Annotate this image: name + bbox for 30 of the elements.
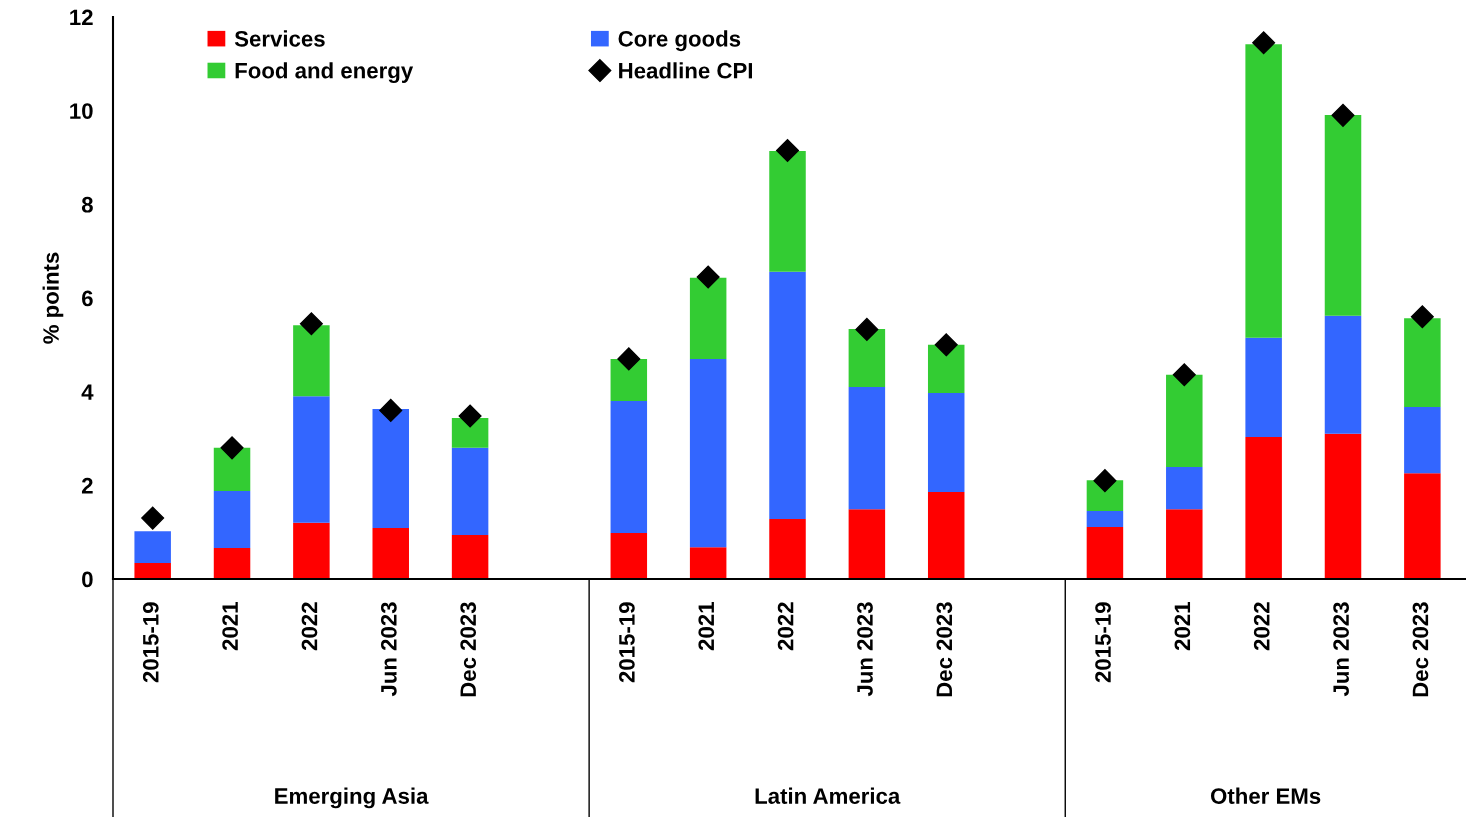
text: Other EMs — [1210, 787, 1321, 804]
y-tick-label: 6 — [82, 290, 93, 307]
x-tick-label: Dec 2023 — [460, 602, 477, 697]
y-tick-label: 0 — [82, 571, 93, 588]
x-tick-label: Dec 2023 — [936, 602, 953, 697]
legend-label: Headline CPI — [619, 62, 752, 79]
x-tick-label: 2015-19 — [142, 602, 159, 683]
x-tick-label: 2021 — [1174, 602, 1191, 651]
x-tick-label: 2022 — [1253, 602, 1270, 651]
y-tick-label: 12 — [70, 9, 93, 26]
text: Emerging Asia — [275, 787, 429, 809]
legend-label: Services — [234, 30, 325, 47]
legend-label: Food and energy — [235, 62, 414, 83]
y-tick-label: 8 — [81, 196, 93, 213]
text: Latin America — [755, 787, 901, 804]
x-tick-label: 2021 — [698, 602, 715, 651]
x-tick-label: 2022 — [301, 602, 318, 651]
x-tick-label: Jun 2023 — [857, 602, 873, 697]
x-tick-label: 2021 — [222, 602, 238, 651]
x-tick-label: 2022 — [777, 602, 794, 651]
x-tick-label: Jun 2023 — [1333, 602, 1349, 697]
y-tick-label: 2 — [81, 477, 93, 494]
y-axis-title: % points — [42, 252, 64, 344]
x-tick-label: 2015-19 — [619, 602, 635, 683]
x-tick-label: Dec 2023 — [1412, 602, 1429, 697]
x-tick-label: 2015-19 — [1095, 602, 1111, 683]
y-tick-label: 4 — [81, 384, 94, 400]
legend-label: Core goods — [618, 30, 741, 52]
x-tick-label: Jun 2023 — [380, 602, 397, 697]
y-tick-label: 10 — [70, 103, 93, 119]
